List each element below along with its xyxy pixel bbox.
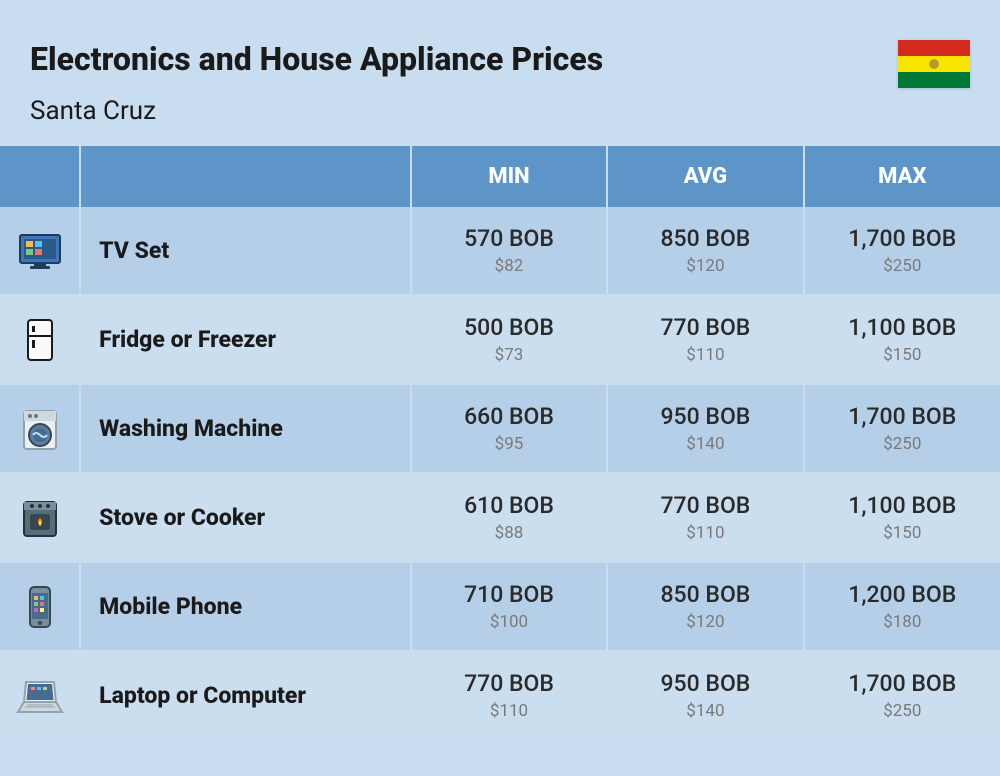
- item-name: TV Set: [80, 207, 411, 295]
- table-body: TV Set 570 BOB $82 850 BOB $120 1,700 BOB $250…: [0, 207, 1000, 740]
- price-usd: $88: [422, 523, 596, 543]
- table-row: Mobile Phone 710 BOB $100 850 BOB $120 1,200 …: [0, 562, 1000, 651]
- flag-emblem-icon: [929, 59, 939, 69]
- price-usd: $82: [422, 256, 596, 276]
- item-name: Fridge or Freezer: [80, 295, 411, 384]
- page-subtitle: Santa Cruz: [30, 96, 970, 126]
- price-avg: 850 BOB $120: [607, 207, 803, 295]
- price-max: 1,700 BOB $250: [804, 651, 1000, 740]
- table-row: Stove or Cooker 610 BOB $88 770 BOB $110 1,10…: [0, 473, 1000, 562]
- price-min: 570 BOB $82: [411, 207, 607, 295]
- flag-stripe-red: [898, 40, 970, 56]
- table-row: TV Set 570 BOB $82 850 BOB $120 1,700 BOB $250: [0, 207, 1000, 295]
- price-max: 1,200 BOB $180: [804, 562, 1000, 651]
- price-usd: $250: [815, 256, 990, 276]
- price-local: 500 BOB: [422, 314, 596, 341]
- price-usd: $250: [815, 701, 990, 721]
- price-usd: $110: [618, 345, 792, 365]
- col-max: MAX: [804, 146, 1000, 207]
- price-local: 950 BOB: [618, 670, 792, 697]
- col-min: MIN: [411, 146, 607, 207]
- item-name: Stove or Cooker: [80, 473, 411, 562]
- price-avg: 850 BOB $120: [607, 562, 803, 651]
- price-min: 610 BOB $88: [411, 473, 607, 562]
- item-name: Laptop or Computer: [80, 651, 411, 740]
- fridge-icon: [0, 295, 80, 384]
- price-usd: $110: [422, 701, 596, 721]
- table-row: Fridge or Freezer 500 BOB $73 770 BOB $110 1,…: [0, 295, 1000, 384]
- price-usd: $120: [618, 612, 792, 632]
- prices-table: MIN AVG MAX TV Set 570 BOB $82 850 BOB $120 1…: [0, 146, 1000, 741]
- flag-bolivia-icon: [898, 40, 970, 88]
- washing-machine-icon: [0, 384, 80, 473]
- tv-icon: [0, 207, 80, 295]
- price-local: 570 BOB: [422, 225, 596, 252]
- price-usd: $140: [618, 434, 792, 454]
- price-local: 770 BOB: [618, 492, 792, 519]
- price-local: 770 BOB: [422, 670, 596, 697]
- price-local: 710 BOB: [422, 581, 596, 608]
- price-local: 660 BOB: [422, 403, 596, 430]
- price-max: 1,100 BOB $150: [804, 295, 1000, 384]
- price-usd: $100: [422, 612, 596, 632]
- laptop-icon: [0, 651, 80, 740]
- price-local: 1,700 BOB: [815, 670, 990, 697]
- price-min: 710 BOB $100: [411, 562, 607, 651]
- price-avg: 950 BOB $140: [607, 384, 803, 473]
- price-local: 1,100 BOB: [815, 492, 990, 519]
- price-local: 770 BOB: [618, 314, 792, 341]
- table-row: Laptop or Computer 770 BOB $110 950 BOB $140…: [0, 651, 1000, 740]
- price-usd: $95: [422, 434, 596, 454]
- header: Electronics and House Appliance Prices S…: [0, 0, 1000, 146]
- price-avg: 770 BOB $110: [607, 295, 803, 384]
- table-header: MIN AVG MAX: [0, 146, 1000, 207]
- col-avg: AVG: [607, 146, 803, 207]
- price-local: 850 BOB: [618, 581, 792, 608]
- price-avg: 950 BOB $140: [607, 651, 803, 740]
- flag-stripe-green: [898, 72, 970, 88]
- flag-stripe-yellow: [898, 56, 970, 72]
- price-max: 1,700 BOB $250: [804, 384, 1000, 473]
- price-local: 1,700 BOB: [815, 225, 990, 252]
- price-max: 1,700 BOB $250: [804, 207, 1000, 295]
- price-avg: 770 BOB $110: [607, 473, 803, 562]
- price-local: 610 BOB: [422, 492, 596, 519]
- table-row: Washing Machine 660 BOB $95 950 BOB $140 1,70…: [0, 384, 1000, 473]
- price-local: 950 BOB: [618, 403, 792, 430]
- price-local: 850 BOB: [618, 225, 792, 252]
- price-usd: $150: [815, 345, 990, 365]
- price-min: 770 BOB $110: [411, 651, 607, 740]
- price-min: 660 BOB $95: [411, 384, 607, 473]
- price-usd: $120: [618, 256, 792, 276]
- price-usd: $140: [618, 701, 792, 721]
- price-usd: $150: [815, 523, 990, 543]
- price-usd: $73: [422, 345, 596, 365]
- col-icon: [0, 146, 80, 207]
- price-local: 1,700 BOB: [815, 403, 990, 430]
- price-min: 500 BOB $73: [411, 295, 607, 384]
- price-usd: $250: [815, 434, 990, 454]
- price-local: 1,200 BOB: [815, 581, 990, 608]
- price-usd: $180: [815, 612, 990, 632]
- page-container: Electronics and House Appliance Prices S…: [0, 0, 1000, 776]
- price-usd: $110: [618, 523, 792, 543]
- item-name: Washing Machine: [80, 384, 411, 473]
- item-name: Mobile Phone: [80, 562, 411, 651]
- page-title: Electronics and House Appliance Prices: [30, 40, 970, 78]
- price-max: 1,100 BOB $150: [804, 473, 1000, 562]
- price-local: 1,100 BOB: [815, 314, 990, 341]
- mobile-phone-icon: [0, 562, 80, 651]
- stove-icon: [0, 473, 80, 562]
- col-name: [80, 146, 411, 207]
